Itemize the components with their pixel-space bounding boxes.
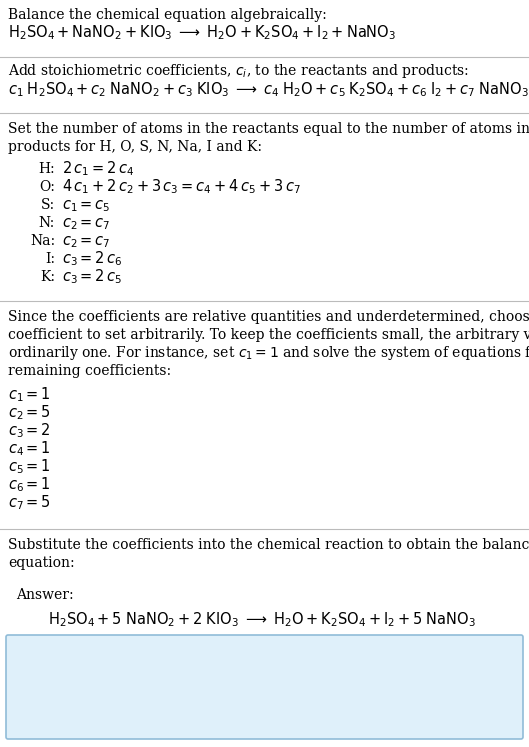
Text: K:: K: [40, 270, 55, 284]
Text: S:: S: [41, 198, 55, 212]
Text: Add stoichiometric coefficients, $c_i$, to the reactants and products:: Add stoichiometric coefficients, $c_i$, … [8, 62, 469, 80]
Text: $c_3 = 2\,c_5$: $c_3 = 2\,c_5$ [62, 267, 122, 285]
Text: $c_3 = 2$: $c_3 = 2$ [8, 421, 51, 440]
Text: O:: O: [39, 180, 55, 194]
Text: Substitute the coefficients into the chemical reaction to obtain the balanced: Substitute the coefficients into the che… [8, 538, 529, 552]
FancyBboxPatch shape [6, 635, 523, 739]
Text: $c_5 = 1$: $c_5 = 1$ [8, 457, 51, 476]
Text: H:: H: [39, 162, 55, 176]
Text: $c_2 = c_7$: $c_2 = c_7$ [62, 216, 111, 232]
Text: products for H, O, S, N, Na, I and K:: products for H, O, S, N, Na, I and K: [8, 140, 262, 154]
Text: $c_2 = 5$: $c_2 = 5$ [8, 403, 51, 422]
Text: equation:: equation: [8, 556, 75, 570]
Text: $c_6 = 1$: $c_6 = 1$ [8, 475, 51, 494]
Text: $c_1 = c_5$: $c_1 = c_5$ [62, 198, 111, 214]
Text: $c_1\;\mathregular{H_2SO_4} + c_2\;\mathregular{NaNO_2} + c_3\;\mathregular{KIO_: $c_1\;\mathregular{H_2SO_4} + c_2\;\math… [8, 80, 529, 99]
Text: ordinarily one. For instance, set $c_1 = 1$ and solve the system of equations fo: ordinarily one. For instance, set $c_1 =… [8, 344, 529, 362]
Text: remaining coefficients:: remaining coefficients: [8, 364, 171, 378]
Text: Na:: Na: [30, 234, 55, 248]
Text: $2\,c_1 = 2\,c_4$: $2\,c_1 = 2\,c_4$ [62, 159, 134, 178]
Text: $c_2 = c_7$: $c_2 = c_7$ [62, 234, 111, 249]
Text: $\mathregular{H_2SO_4 + NaNO_2 + KIO_3}$$\;\longrightarrow\;$$\mathregular{H_2O : $\mathregular{H_2SO_4 + NaNO_2 + KIO_3}$… [8, 23, 396, 42]
Text: N:: N: [39, 216, 55, 230]
Text: Balance the chemical equation algebraically:: Balance the chemical equation algebraica… [8, 8, 327, 22]
Text: $c_1 = 1$: $c_1 = 1$ [8, 385, 51, 403]
Text: $\mathregular{H_2SO_4} + 5\;\mathregular{NaNO_2} + 2\;\mathregular{KIO_3} \;\lon: $\mathregular{H_2SO_4} + 5\;\mathregular… [48, 610, 476, 629]
Text: $4\,c_1 + 2\,c_2 + 3\,c_3 = c_4 + 4\,c_5 + 3\,c_7$: $4\,c_1 + 2\,c_2 + 3\,c_3 = c_4 + 4\,c_5… [62, 177, 301, 196]
Text: $c_7 = 5$: $c_7 = 5$ [8, 493, 51, 512]
Text: coefficient to set arbitrarily. To keep the coefficients small, the arbitrary va: coefficient to set arbitrarily. To keep … [8, 328, 529, 342]
Text: Set the number of atoms in the reactants equal to the number of atoms in the: Set the number of atoms in the reactants… [8, 122, 529, 136]
Text: $c_4 = 1$: $c_4 = 1$ [8, 439, 51, 458]
Text: Since the coefficients are relative quantities and underdetermined, choose a: Since the coefficients are relative quan… [8, 310, 529, 324]
Text: I:: I: [45, 252, 55, 266]
Text: Answer:: Answer: [16, 588, 74, 602]
Text: $c_3 = 2\,c_6$: $c_3 = 2\,c_6$ [62, 249, 123, 267]
